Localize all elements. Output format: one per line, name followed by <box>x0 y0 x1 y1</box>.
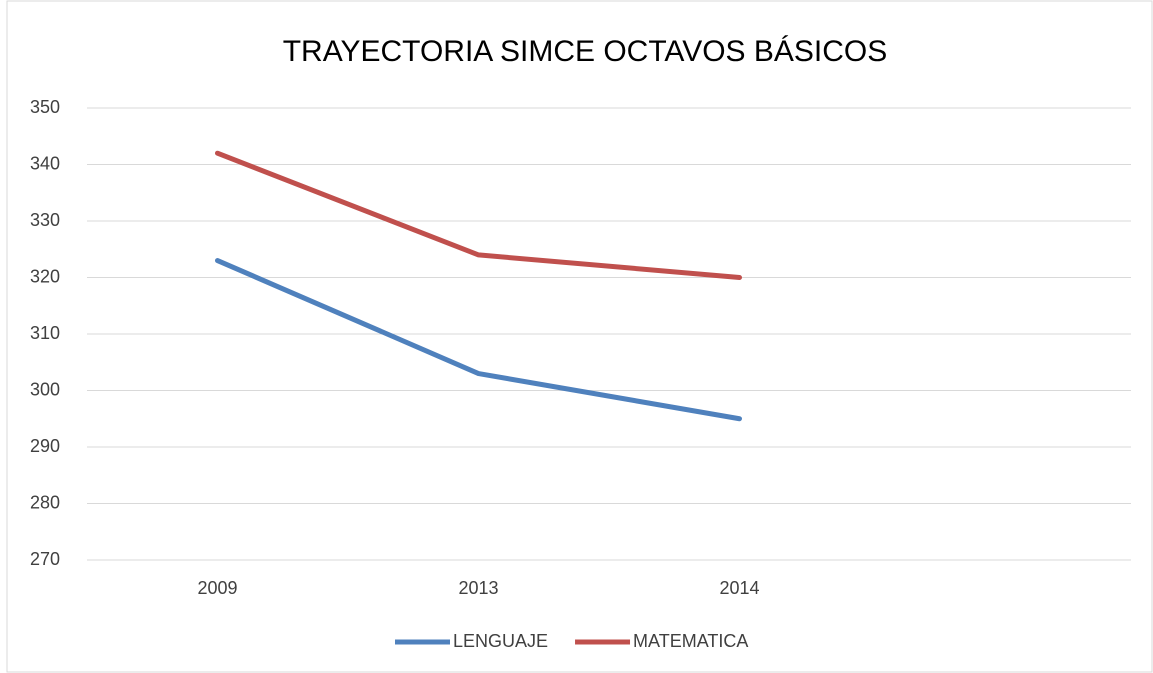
y-tick-label: 340 <box>30 153 60 173</box>
x-tick-label: 2009 <box>197 578 237 598</box>
series-line <box>215 258 742 422</box>
y-tick-label: 310 <box>30 323 60 343</box>
x-tick-label: 2013 <box>458 578 498 598</box>
y-tick-label: 320 <box>30 266 60 286</box>
x-tick-label: 2014 <box>719 578 759 598</box>
legend-label: MATEMATICA <box>633 631 748 651</box>
y-tick-label: 330 <box>30 210 60 230</box>
series-line <box>215 150 742 280</box>
chart-title: TRAYECTORIA SIMCE OCTAVOS BÁSICOS <box>283 35 888 68</box>
y-tick-label: 290 <box>30 436 60 456</box>
y-tick-label: 350 <box>30 97 60 117</box>
y-tick-label: 270 <box>30 549 60 569</box>
legend-label: LENGUAJE <box>453 631 548 651</box>
chart-frame <box>6 0 1153 673</box>
y-tick-label: 300 <box>30 379 60 399</box>
y-tick-label: 280 <box>30 492 60 512</box>
